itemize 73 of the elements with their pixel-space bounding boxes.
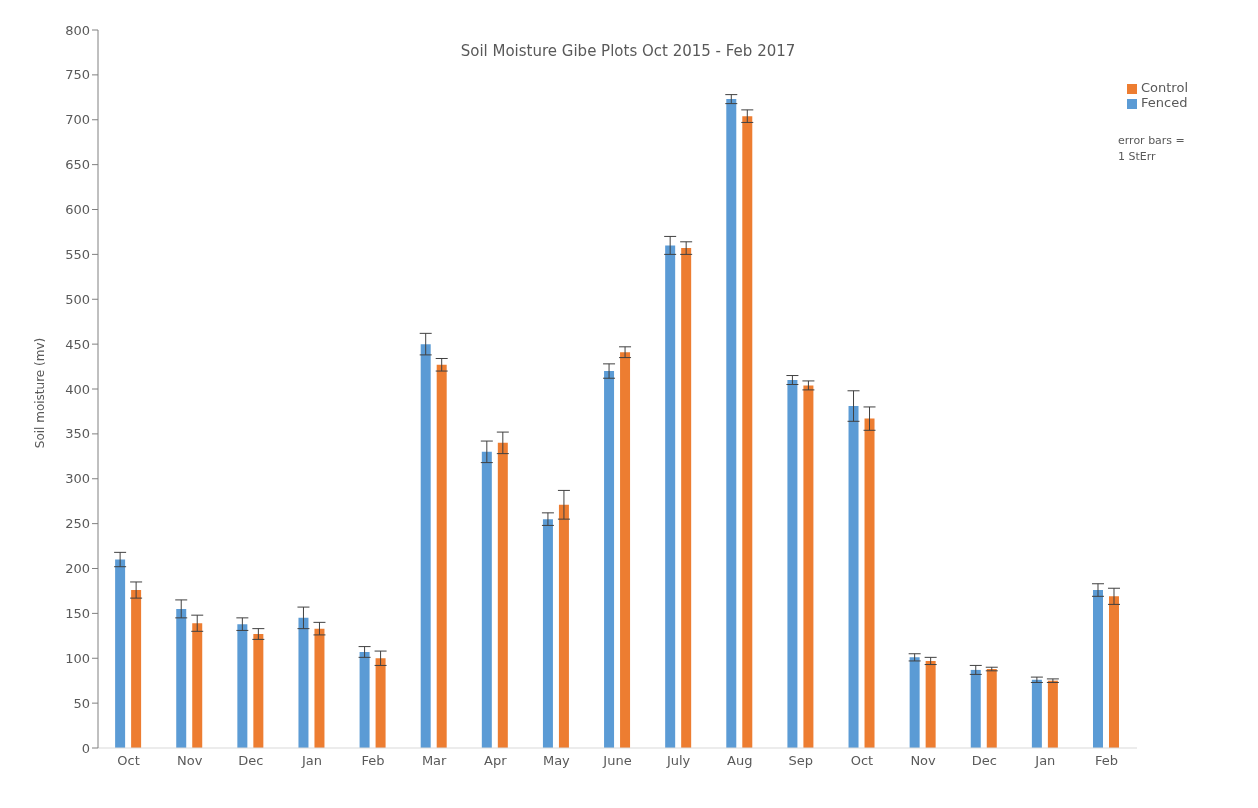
bar <box>237 624 248 748</box>
bar <box>1031 679 1042 748</box>
legend-label: Fenced <box>1141 95 1188 110</box>
bar <box>298 617 309 748</box>
bar <box>497 442 508 748</box>
x-tick-label: Jan <box>1034 753 1056 769</box>
bar <box>986 669 997 748</box>
bar <box>803 385 814 748</box>
bar <box>1047 680 1058 748</box>
bar <box>436 364 447 748</box>
bar <box>1109 596 1119 748</box>
x-tick-label: July <box>665 753 691 769</box>
x-tick-label: Apr <box>484 753 508 769</box>
bar <box>253 634 264 748</box>
x-tick-label: Feb <box>361 753 385 769</box>
x-tick-label: Jan <box>300 753 322 769</box>
x-tick-label: Oct <box>117 753 140 769</box>
y-tick-label: 0 <box>81 740 90 756</box>
y-tick-label: 350 <box>65 426 90 442</box>
x-tick-label: Nov <box>176 753 203 769</box>
bar <box>665 245 676 748</box>
x-tick-label: Mar <box>421 753 448 769</box>
y-tick-label: 200 <box>65 561 90 577</box>
bar <box>115 559 126 748</box>
bar <box>909 657 920 748</box>
bar <box>726 99 737 748</box>
x-tick-label: Feb <box>1094 753 1118 769</box>
bar <box>620 352 631 748</box>
bar <box>604 371 615 748</box>
bar <box>192 623 203 748</box>
bar <box>420 344 431 748</box>
x-tick-label: June <box>602 753 632 769</box>
bar <box>787 380 798 748</box>
y-tick-label: 550 <box>65 246 90 262</box>
x-tick-label: Dec <box>971 753 997 769</box>
y-tick-label: 650 <box>65 157 90 173</box>
bar <box>1093 590 1103 748</box>
x-tick-label: Oct <box>850 753 874 769</box>
annotation: error bars = 1 StErr <box>1118 133 1186 165</box>
y-tick-label: 800 <box>65 22 90 38</box>
x-tick-label: Nov <box>910 753 937 769</box>
y-tick-label: 50 <box>73 695 90 711</box>
bar <box>925 660 936 748</box>
y-tick-label: 400 <box>65 381 90 397</box>
bar <box>848 406 859 748</box>
y-tick-label: 600 <box>65 202 90 218</box>
y-tick-label: 100 <box>65 650 90 666</box>
bar <box>131 590 142 748</box>
bar <box>481 451 492 748</box>
y-tick-label: 500 <box>65 291 90 307</box>
y-tick-label: 750 <box>65 67 90 83</box>
y-tick-label: 300 <box>65 471 90 487</box>
bar <box>970 669 981 748</box>
x-tick-label: Aug <box>727 753 753 769</box>
bar <box>359 651 370 748</box>
bar <box>742 116 753 748</box>
x-tick-label: May <box>542 753 571 769</box>
y-tick-label: 250 <box>65 516 90 532</box>
bar <box>864 418 875 748</box>
y-tick-label: 450 <box>65 336 90 352</box>
y-tick-label: 150 <box>65 605 90 621</box>
bar <box>314 628 325 748</box>
bar <box>558 504 569 748</box>
bar <box>542 519 553 748</box>
x-tick-label: Dec <box>238 753 264 769</box>
x-tick-label: Sep <box>788 753 814 769</box>
text: Soil Moisture Gibe Plots Oct 2015 - Feb 2017 <box>459 42 797 60</box>
bar <box>681 248 692 748</box>
y-axis-title: Soil moisture (mv) <box>33 337 47 449</box>
bar <box>176 608 187 748</box>
legend-label: Control <box>1141 80 1188 95</box>
bar <box>375 658 386 748</box>
y-tick-label: 700 <box>65 112 90 128</box>
